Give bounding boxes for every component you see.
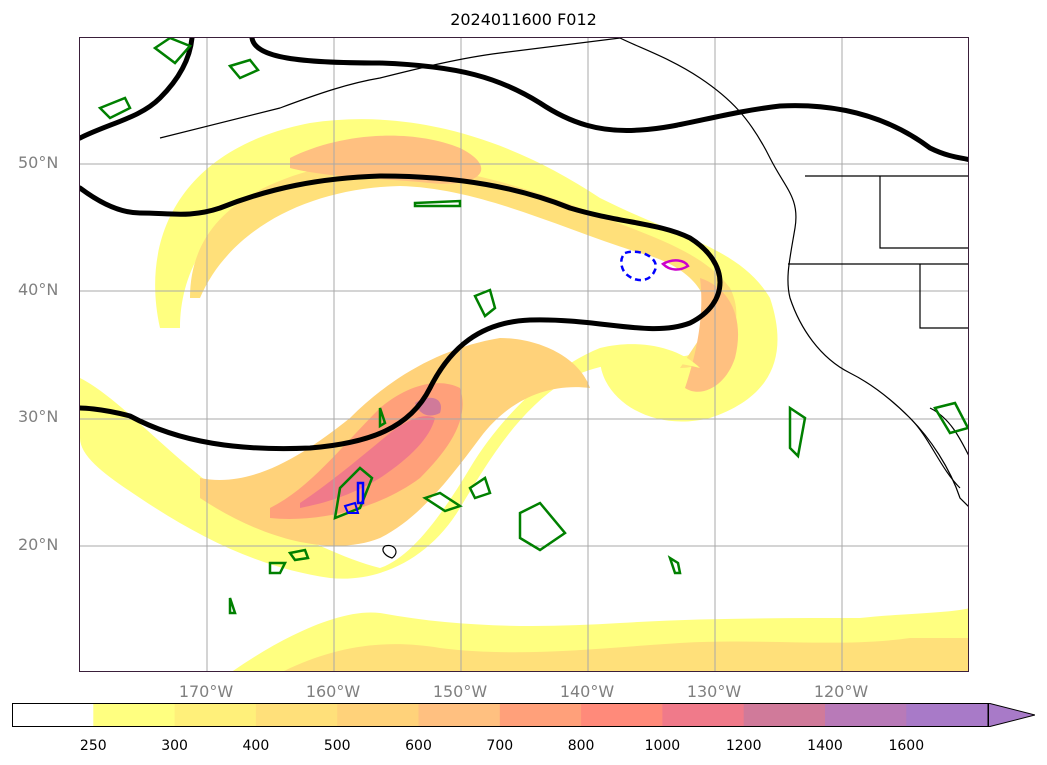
- green-contours: [97, 38, 968, 615]
- state-border-3: [919, 264, 968, 329]
- coastlines: [159, 38, 968, 559]
- colorbar-tick-label: 600: [405, 738, 432, 754]
- colorbar-segment: [255, 703, 338, 727]
- map-panel: [79, 37, 969, 672]
- colorbar-segment: [825, 703, 907, 727]
- colorbar-tick-label: 800: [567, 738, 595, 754]
- baja-california: [909, 407, 968, 489]
- lon-label-120w: 120°W: [813, 682, 869, 701]
- colorbar-outline: [12, 703, 989, 727]
- magenta-contours: [660, 259, 690, 271]
- ivt-plume-core: [270, 383, 463, 519]
- colorbar-segment: [581, 703, 663, 727]
- colorbar-segment: [93, 703, 176, 727]
- state-border-1: [879, 176, 968, 249]
- ivt-south-band-inner: [284, 638, 968, 671]
- map-title: 2024011600 F012: [450, 10, 597, 29]
- ivt-shading: [80, 119, 968, 671]
- colorbar: [12, 703, 1035, 727]
- lon-label-170w: 170°W: [178, 682, 234, 701]
- colorbar-tick-label: 300: [161, 738, 188, 754]
- lon-label-150w: 150°W: [432, 682, 488, 701]
- colorbar-segment: [337, 703, 419, 727]
- lat-label-20n: 20°N: [18, 535, 59, 554]
- ivt-band-east-core: [685, 278, 739, 392]
- north-america-coast: [619, 38, 968, 507]
- lat-label-50n: 50°N: [18, 153, 59, 172]
- hawaii: [382, 544, 397, 559]
- map-svg: [80, 38, 968, 671]
- colorbar-tick-label: 400: [242, 738, 270, 754]
- lat-label-40n: 40°N: [18, 280, 59, 299]
- lon-label-160w: 160°W: [305, 682, 361, 701]
- alaska-coast: [159, 38, 621, 139]
- contour-north: [80, 38, 195, 141]
- colorbar-segment: [499, 703, 582, 727]
- colorbar-segment: [662, 703, 745, 727]
- colorbar-tick-label: 1000: [644, 738, 681, 754]
- ivt-band-north-inner: [190, 163, 737, 368]
- contour-jet: [249, 38, 968, 163]
- contour-loop: [80, 173, 723, 452]
- graticule: [80, 38, 968, 671]
- blue-contours: [343, 250, 657, 514]
- colorbar-segment: [743, 703, 826, 727]
- colorbar-segment: [906, 703, 989, 727]
- colorbar-tick-label: 250: [79, 738, 107, 754]
- lon-label-140w: 140°W: [559, 682, 615, 701]
- colorbar-tick-label: 1600: [888, 738, 925, 754]
- ivt-plume: [80, 344, 700, 579]
- lat-label-30n: 30°N: [18, 407, 59, 426]
- colorbar-segment: [174, 703, 257, 727]
- colorbar-segment: [12, 703, 94, 727]
- colorbar-tick-label: 1200: [725, 738, 762, 754]
- ivt-band-north-core: [290, 135, 482, 184]
- colorbar-tick-label: 700: [486, 738, 514, 754]
- colorbar-segment: [418, 703, 501, 727]
- height-contours: [80, 38, 968, 452]
- colorbar-tick-label: 1400: [807, 738, 843, 754]
- colorbar-tick-label: 500: [323, 738, 351, 754]
- lon-label-130w: 130°W: [686, 682, 742, 701]
- colorbar-extend-arrow: [987, 703, 1035, 727]
